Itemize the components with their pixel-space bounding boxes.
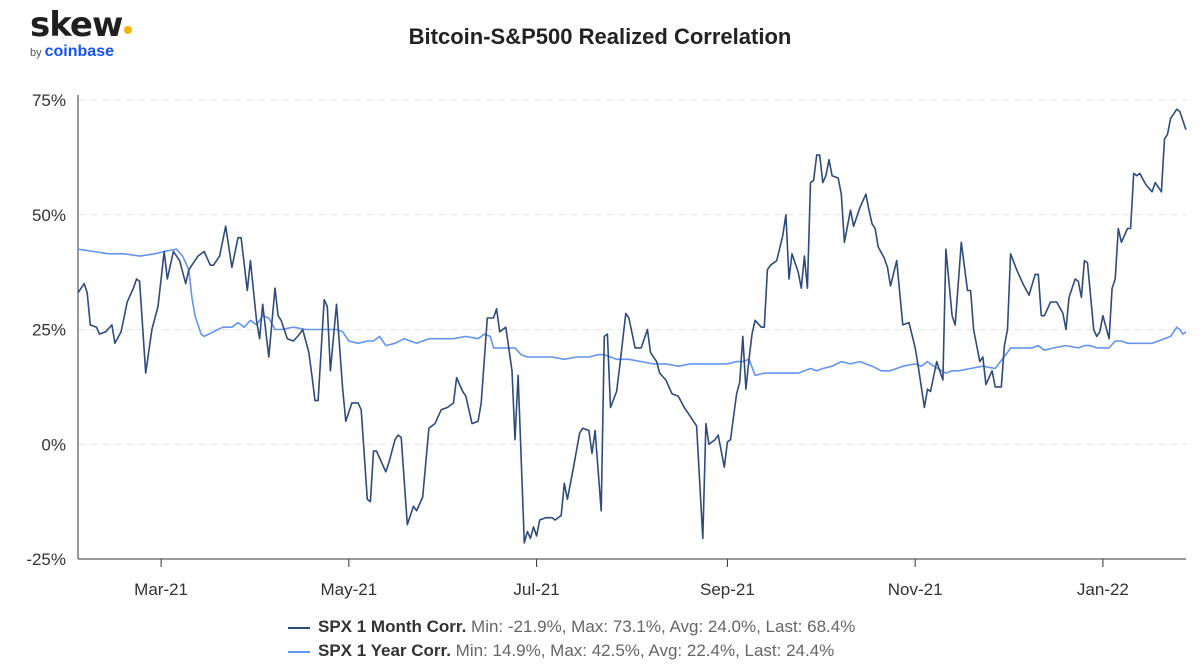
x-tick-label: Nov-21: [888, 580, 943, 599]
x-tick-label: Jan-22: [1077, 580, 1129, 599]
legend-item-1year[interactable]: SPX 1 Year Corr. Min: 14.9%, Max: 42.5%,…: [288, 639, 855, 663]
x-tick-label: Jul-21: [513, 580, 559, 599]
y-tick-label: -25%: [26, 550, 66, 569]
logo-sub-prefix: by: [30, 47, 42, 59]
x-tick-label: May-21: [321, 580, 378, 599]
x-axis-ticks: Mar-21 May-21 Jul-21 Sep-21 Nov-21 Jan-22: [134, 559, 1129, 599]
logo: skew by coinbase: [30, 5, 133, 60]
series-lines: [77, 108, 1187, 544]
line-chart: 75% 50% 25% 0% -25% Mar-21 May-21 Jul-21 Sep-21…: [26, 91, 1187, 599]
series-line-1month: [77, 108, 1187, 544]
legend: SPX 1 Month Corr. Min: -21.9%, Max: 73.1…: [288, 615, 855, 663]
logo-sub-brand: coinbase: [44, 43, 114, 60]
legend-stats-1month: Min: -21.9%, Max: 73.1%, Avg: 24.0%, Las…: [471, 617, 856, 636]
legend-item-1month[interactable]: SPX 1 Month Corr. Min: -21.9%, Max: 73.1…: [288, 615, 855, 639]
chart-title: Bitcoin-S&P500 Realized Correlation: [408, 24, 792, 49]
y-tick-label: 25%: [32, 321, 66, 340]
axes: [77, 95, 1186, 560]
legend-name-1month: SPX 1 Month Corr.: [318, 617, 467, 636]
y-tick-label: 75%: [32, 91, 66, 110]
y-axis-ticks: 75% 50% 25% 0% -25%: [26, 91, 66, 569]
legend-swatch-1year: [288, 650, 310, 653]
series-line-1year: [77, 248, 1187, 377]
y-tick-label: 50%: [32, 206, 66, 225]
y-tick-label: 0%: [41, 435, 66, 454]
logo-subtitle: by coinbase: [30, 44, 132, 60]
x-tick-label: Sep-21: [700, 580, 755, 599]
gridlines: [78, 99, 1186, 445]
legend-swatch-1month: [288, 626, 310, 629]
logo-word: skew: [30, 5, 123, 45]
x-tick-label: Mar-21: [134, 580, 188, 599]
legend-stats-1year: Min: 14.9%, Max: 42.5%, Avg: 22.4%, Last…: [455, 641, 835, 660]
legend-name-1year: SPX 1 Year Corr.: [318, 641, 451, 660]
logo-dot-icon: [124, 26, 133, 34]
